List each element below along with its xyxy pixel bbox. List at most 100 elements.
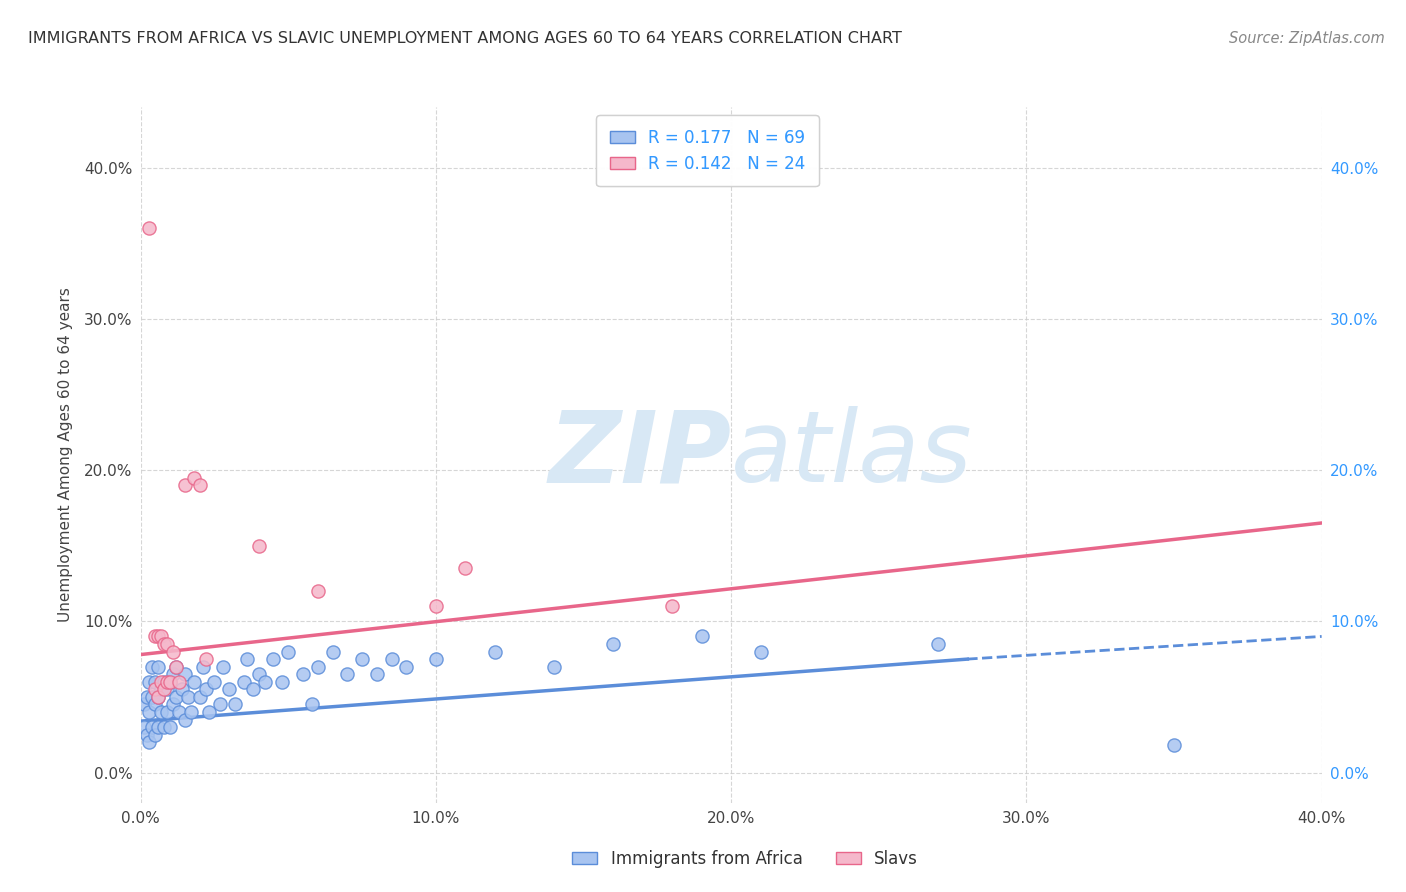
Point (202, 674, 225, 689)
Point (148, 629, 170, 643)
Point (236, 652, 259, 666)
Point (271, 674, 294, 689)
Point (301, 698, 323, 712)
Point (162, 644, 184, 658)
Point (1163, 739, 1185, 753)
Point (253, 674, 276, 689)
Point (138, 735, 160, 749)
Point (218, 682, 240, 697)
Point (148, 690, 170, 704)
Point (194, 652, 217, 666)
Point (150, 705, 173, 719)
Point (150, 682, 173, 697)
Point (145, 674, 166, 689)
Point (690, 629, 713, 643)
Point (174, 713, 197, 727)
Point (194, 682, 217, 697)
Point (162, 667, 184, 681)
Point (153, 682, 176, 697)
Point (138, 221, 160, 235)
Point (209, 698, 232, 712)
Point (927, 637, 949, 651)
Point (212, 659, 235, 673)
Point (138, 705, 160, 719)
Point (454, 561, 477, 575)
Point (543, 659, 565, 673)
Point (145, 682, 166, 697)
Point (247, 667, 270, 681)
Point (277, 644, 299, 658)
Point (233, 674, 256, 689)
Y-axis label: Unemployment Among Ages 60 to 64 years: Unemployment Among Ages 60 to 64 years (58, 287, 73, 623)
Point (141, 659, 163, 673)
Point (141, 690, 163, 704)
Point (307, 659, 329, 673)
Point (170, 682, 193, 697)
Point (135, 728, 157, 742)
Point (159, 674, 181, 689)
Point (156, 637, 179, 651)
Point (145, 728, 166, 742)
Point (188, 478, 211, 492)
Legend: R = 0.177   N = 69, R = 0.142   N = 24: R = 0.177 N = 69, R = 0.142 N = 24 (596, 115, 818, 186)
Point (321, 644, 344, 658)
Point (150, 674, 173, 689)
Text: atlas: atlas (731, 407, 973, 503)
Point (159, 720, 181, 734)
Point (153, 674, 176, 689)
Point (156, 705, 179, 719)
Point (167, 674, 190, 689)
Point (153, 637, 176, 651)
Point (135, 690, 157, 704)
Point (138, 674, 160, 689)
Point (148, 659, 170, 673)
Point (148, 690, 170, 704)
Point (145, 629, 166, 643)
Point (247, 539, 270, 553)
Point (749, 644, 772, 658)
Point (132, 698, 155, 712)
Point (366, 667, 388, 681)
Point (352, 652, 374, 666)
Point (307, 584, 329, 599)
Text: ZIP: ZIP (548, 407, 731, 503)
Legend: Immigrants from Africa, Slavs: Immigrants from Africa, Slavs (565, 844, 925, 875)
Point (132, 720, 155, 734)
Point (292, 667, 315, 681)
Point (602, 637, 624, 651)
Point (156, 674, 179, 689)
Point (395, 659, 418, 673)
Point (180, 705, 202, 719)
Point (183, 470, 205, 484)
Point (197, 705, 219, 719)
Point (162, 698, 184, 712)
Point (141, 720, 163, 734)
Point (165, 659, 187, 673)
Point (165, 690, 187, 704)
Point (183, 674, 205, 689)
Point (484, 644, 506, 658)
Point (177, 690, 200, 704)
Point (380, 652, 404, 666)
Point (242, 682, 264, 697)
Point (224, 698, 246, 712)
Point (174, 478, 197, 492)
Point (159, 674, 181, 689)
Point (425, 599, 447, 614)
Point (153, 720, 176, 734)
Point (174, 667, 197, 681)
Point (191, 659, 214, 673)
Point (150, 629, 173, 643)
Point (167, 705, 190, 719)
Point (148, 720, 170, 734)
Point (165, 659, 187, 673)
Point (145, 698, 166, 712)
Point (425, 652, 447, 666)
Point (156, 682, 179, 697)
Text: Source: ZipAtlas.com: Source: ZipAtlas.com (1229, 31, 1385, 46)
Text: IMMIGRANTS FROM AFRICA VS SLAVIC UNEMPLOYMENT AMONG AGES 60 TO 64 YEARS CORRELAT: IMMIGRANTS FROM AFRICA VS SLAVIC UNEMPLO… (28, 31, 903, 46)
Point (188, 690, 211, 704)
Point (661, 599, 683, 614)
Point (336, 667, 359, 681)
Point (262, 652, 284, 666)
